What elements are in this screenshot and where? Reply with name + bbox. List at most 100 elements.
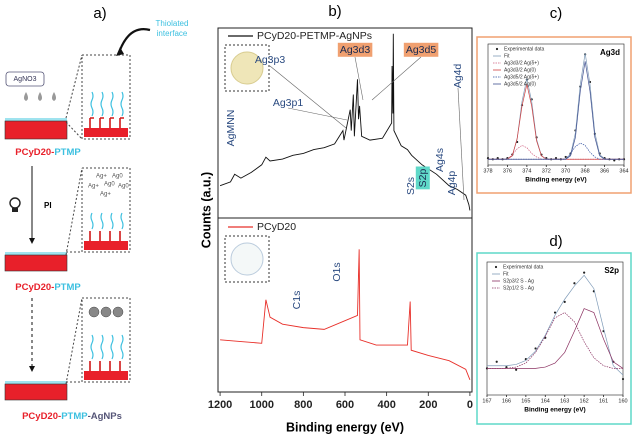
linkers — [89, 361, 121, 371]
ion-label: Ag0 — [118, 184, 129, 190]
plot-frame — [217, 217, 473, 393]
zoom-box — [81, 54, 131, 140]
x-tick-label: 165 — [521, 398, 530, 404]
layer — [5, 118, 67, 121]
x-tick-label: 800 — [294, 399, 312, 411]
x-tick-label: 364 — [619, 168, 628, 174]
legend-label: Ag3d5/2 Ag(δ+) — [504, 74, 539, 80]
annotation-highlight — [403, 42, 439, 57]
arrow-head — [29, 238, 35, 244]
annotation: AgMNN — [225, 110, 237, 147]
annotation: Ag4d — [452, 64, 464, 89]
panel-a: a) AgNO3 Thiolated interface PCyD20-PTMP… — [4, 5, 189, 422]
reagent-box — [5, 71, 45, 87]
series-line — [219, 33, 471, 211]
annotation-group: Ag4s — [434, 148, 446, 172]
zoom-lines — [65, 54, 83, 140]
annotation-group: S2s — [405, 177, 417, 195]
annotation: Ag4p — [446, 171, 458, 196]
legend-label: S2p3/2 S - Ag — [503, 278, 534, 284]
substrate — [4, 383, 68, 401]
data-point — [613, 159, 616, 162]
annotation-highlight — [337, 42, 373, 57]
data-point — [554, 156, 558, 160]
pointer — [457, 87, 465, 201]
legend-label: Ag3d3/2 Ag(0) — [504, 67, 536, 73]
layer — [5, 252, 67, 255]
panel-label: a) — [93, 5, 106, 22]
panel-frame — [476, 252, 632, 425]
stage-label: PCyD20-PTMP — [15, 147, 81, 158]
legend-label: Ag3d5/2 Ag(0) — [504, 81, 536, 87]
data-point — [496, 156, 499, 160]
legend-label: Fit — [504, 53, 510, 59]
data-point — [534, 347, 537, 350]
legend-label: PCyD20 — [257, 221, 296, 233]
legend-swatch — [495, 47, 499, 51]
annotation: O1s — [331, 262, 343, 281]
pointer — [269, 65, 347, 129]
ion-label: Ag+ — [96, 174, 107, 180]
annotation: Ag4s — [434, 148, 446, 172]
legend-label: PCyD20-PETMP-AgNPs — [257, 30, 372, 42]
data-point — [515, 368, 518, 371]
plot-frame — [486, 261, 624, 396]
interface-label: interface — [157, 29, 188, 38]
x-axis-label: Binding energy (eV) — [524, 407, 585, 414]
x-tick-label: 162 — [580, 398, 589, 404]
pointer — [287, 107, 348, 121]
x-tick-label: 0 — [467, 399, 473, 411]
x-tick-label: 164 — [541, 398, 550, 404]
stage-part: -AgNPs — [88, 411, 122, 422]
series-line — [487, 274, 624, 376]
layer — [5, 381, 67, 384]
x-tick-label: 374 — [522, 168, 531, 174]
bulb — [9, 197, 21, 209]
zoom-substrate — [84, 371, 128, 380]
annotation-group: Ag4d — [452, 64, 464, 89]
thiols — [90, 334, 124, 360]
data-point — [621, 377, 625, 381]
x-tick-label: 600 — [336, 399, 354, 411]
substrate — [4, 120, 68, 140]
inset-frame — [224, 44, 270, 92]
annotation: S2s — [405, 177, 417, 195]
arrow-head — [29, 366, 35, 372]
stage-part: PTMP — [54, 147, 81, 158]
data-point — [553, 311, 557, 314]
x-tick-label: 372 — [542, 168, 551, 174]
annotation: Ag3d5 — [406, 44, 437, 56]
reagent: AgNO3 — [14, 76, 37, 83]
x-tick-label: 1200 — [208, 399, 232, 411]
interface-label: Thiolated — [156, 19, 189, 28]
data-point — [583, 271, 586, 274]
zoom-box — [81, 297, 131, 383]
annotation-group: O1s — [331, 262, 343, 281]
zoom-substrate — [84, 128, 128, 137]
stage-part: PTMP — [61, 411, 88, 422]
x-tick-label: 400 — [377, 399, 395, 411]
ion-labels: Ag+ Ag0 Ag+ Ag0 Ag0 Ag+ — [88, 174, 129, 198]
chart-label: S2p — [604, 266, 619, 275]
stage-part: - — [58, 411, 61, 422]
ion-label: Ag0 — [112, 174, 123, 180]
stage-label: PCyD20-PTMP-AgNPs — [22, 411, 122, 422]
legend-label: S2p1/2 S - Ag — [503, 285, 534, 291]
panel-frame — [476, 36, 632, 194]
stage-part: PCyD20 — [22, 411, 58, 422]
panel-label: c) — [550, 5, 563, 22]
x-tick-label: 200 — [419, 399, 437, 411]
x-tick-label: 366 — [600, 168, 609, 174]
annotation-group: Ag4p — [446, 171, 458, 196]
legend-swatch — [494, 265, 498, 269]
annotation: Ag3d3 — [340, 44, 371, 56]
stage-label: PCyD20-PTMP — [15, 282, 81, 293]
data-point — [505, 365, 508, 369]
annotation: Ag3p3 — [255, 54, 286, 66]
annotation-group: AgMNN — [225, 110, 237, 147]
annotation: Ag3p1 — [273, 97, 304, 109]
legend-label: Fit — [503, 271, 509, 277]
step-label: PI — [44, 201, 52, 210]
